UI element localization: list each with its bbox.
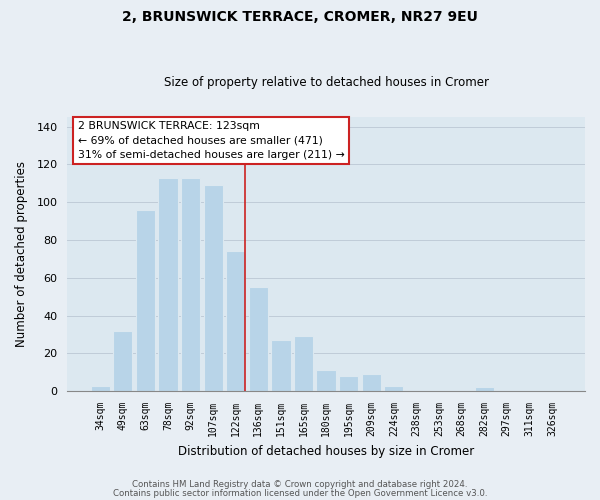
Bar bbox=[475, 388, 494, 391]
X-axis label: Distribution of detached houses by size in Cromer: Distribution of detached houses by size … bbox=[178, 444, 474, 458]
Bar bbox=[316, 370, 335, 391]
Text: 2, BRUNSWICK TERRACE, CROMER, NR27 9EU: 2, BRUNSWICK TERRACE, CROMER, NR27 9EU bbox=[122, 10, 478, 24]
Bar bbox=[203, 185, 223, 391]
Text: Contains HM Land Registry data © Crown copyright and database right 2024.: Contains HM Land Registry data © Crown c… bbox=[132, 480, 468, 489]
Text: Contains public sector information licensed under the Open Government Licence v3: Contains public sector information licen… bbox=[113, 490, 487, 498]
Bar bbox=[91, 386, 110, 391]
Bar bbox=[271, 340, 290, 391]
Bar bbox=[384, 386, 403, 391]
Bar bbox=[136, 210, 155, 391]
Bar bbox=[249, 287, 268, 391]
Text: 2 BRUNSWICK TERRACE: 123sqm
← 69% of detached houses are smaller (471)
31% of se: 2 BRUNSWICK TERRACE: 123sqm ← 69% of det… bbox=[77, 121, 344, 160]
Bar bbox=[339, 376, 358, 391]
Bar bbox=[113, 330, 133, 391]
Bar bbox=[181, 178, 200, 391]
Bar bbox=[294, 336, 313, 391]
Bar bbox=[158, 178, 178, 391]
Bar bbox=[362, 374, 381, 391]
Title: Size of property relative to detached houses in Cromer: Size of property relative to detached ho… bbox=[164, 76, 488, 90]
Y-axis label: Number of detached properties: Number of detached properties bbox=[15, 161, 28, 347]
Bar bbox=[226, 252, 245, 391]
